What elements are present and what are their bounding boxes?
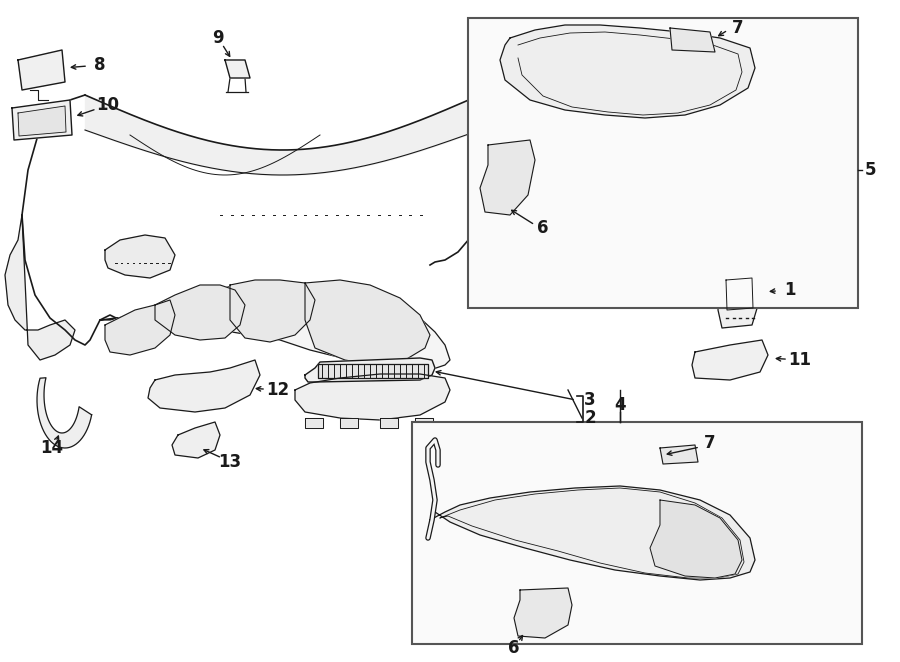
Text: 13: 13 xyxy=(219,453,241,471)
Polygon shape xyxy=(305,418,323,428)
Text: 7: 7 xyxy=(704,434,716,452)
Polygon shape xyxy=(155,285,245,340)
Bar xyxy=(468,18,858,308)
Text: 10: 10 xyxy=(96,96,120,114)
Polygon shape xyxy=(100,285,450,372)
Text: 6: 6 xyxy=(508,639,520,657)
Polygon shape xyxy=(430,486,755,580)
Text: 1: 1 xyxy=(784,281,796,299)
Polygon shape xyxy=(726,278,753,310)
Polygon shape xyxy=(340,418,358,428)
Text: 7: 7 xyxy=(733,19,743,37)
Polygon shape xyxy=(230,280,315,342)
Polygon shape xyxy=(500,25,755,118)
Text: 3: 3 xyxy=(584,391,596,409)
Text: 2: 2 xyxy=(584,409,596,427)
Polygon shape xyxy=(295,374,450,420)
Polygon shape xyxy=(12,100,72,140)
Polygon shape xyxy=(305,280,430,365)
Polygon shape xyxy=(318,364,428,378)
Polygon shape xyxy=(18,50,65,90)
Text: 14: 14 xyxy=(40,439,64,457)
Text: 4: 4 xyxy=(614,396,626,414)
Polygon shape xyxy=(18,106,66,136)
Polygon shape xyxy=(5,215,75,360)
Polygon shape xyxy=(305,358,435,382)
Polygon shape xyxy=(172,422,220,458)
Text: 8: 8 xyxy=(94,56,106,74)
Polygon shape xyxy=(415,418,433,428)
Polygon shape xyxy=(105,235,175,278)
Polygon shape xyxy=(670,28,715,52)
Polygon shape xyxy=(37,378,92,448)
Polygon shape xyxy=(380,418,398,428)
Polygon shape xyxy=(650,500,742,578)
Polygon shape xyxy=(225,60,250,78)
Polygon shape xyxy=(660,445,698,464)
Text: 5: 5 xyxy=(864,161,876,179)
Polygon shape xyxy=(692,340,768,380)
Polygon shape xyxy=(514,588,572,638)
Bar xyxy=(412,422,862,644)
Polygon shape xyxy=(105,300,175,355)
Text: 6: 6 xyxy=(537,219,549,237)
Polygon shape xyxy=(148,360,260,412)
Polygon shape xyxy=(480,140,535,215)
Text: 11: 11 xyxy=(788,351,812,369)
Text: 9: 9 xyxy=(212,29,224,47)
Text: 12: 12 xyxy=(266,381,290,399)
Polygon shape xyxy=(718,265,760,328)
